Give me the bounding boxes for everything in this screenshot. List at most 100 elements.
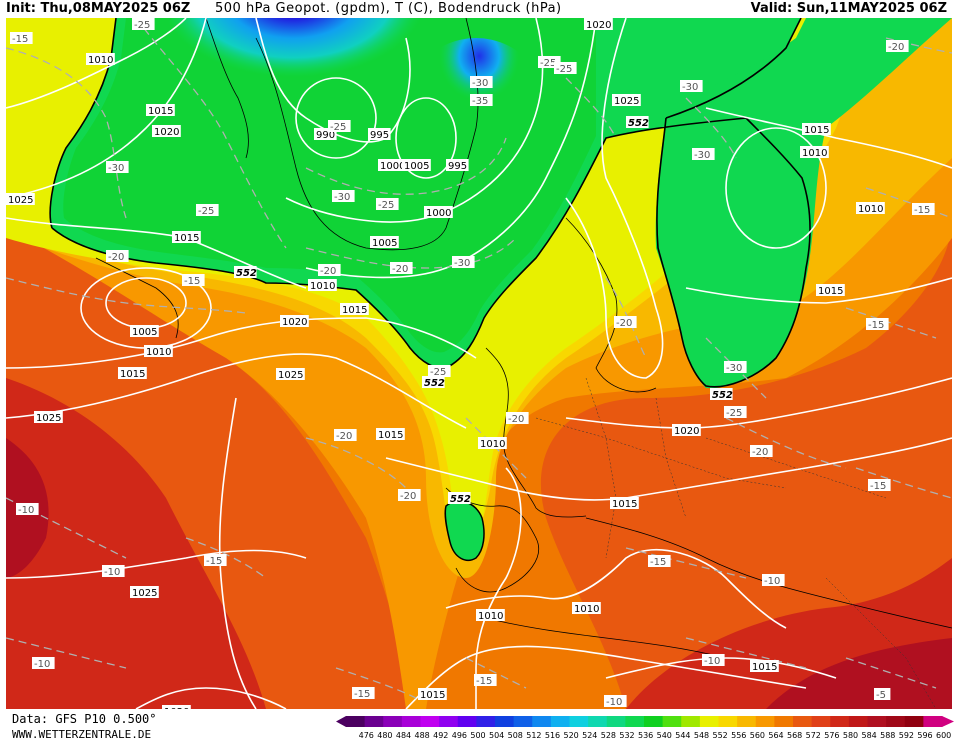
isobar-label: 1025 — [612, 94, 641, 107]
colorbar-swatch — [867, 716, 887, 727]
baffin-coast — [205, 18, 249, 159]
temp-label-bg — [376, 198, 399, 210]
colorbar-swatch — [718, 716, 738, 727]
colorbar-swatch — [737, 716, 757, 727]
forecast-map: 1010 1015 1020 1025 1015 1005 1010 1015 1025 990 9… — [6, 18, 952, 709]
isobar-label-bg — [612, 94, 641, 106]
temp-label: -10 — [604, 695, 627, 708]
colorbar-level-label: 556 — [731, 731, 746, 740]
temp-label-bg — [724, 406, 747, 418]
colorbar-level-label: 520 — [564, 731, 579, 740]
cutoff-low-iberia — [444, 500, 485, 562]
temp-label: -10 — [102, 565, 125, 578]
colorbar-level-label: 580 — [843, 731, 858, 740]
colorbar-swatch — [346, 716, 366, 727]
isobar-label: 1010 — [856, 202, 885, 215]
temp-label: -5 — [874, 688, 891, 701]
temp-label-bg — [474, 674, 497, 686]
iberia-coast — [445, 487, 539, 593]
isobar-label-bg — [610, 497, 639, 509]
temp-label: -15 — [648, 555, 671, 568]
colorbar-level-label: 564 — [768, 731, 783, 740]
temp-label-text: -15 — [12, 34, 28, 45]
colorbar-level-label: 584 — [862, 731, 877, 740]
temp-label-text: -15 — [650, 557, 666, 568]
colorbar-swatch — [830, 716, 850, 727]
isobar-label: 1010 — [572, 602, 601, 615]
temp-label-bg — [886, 40, 909, 52]
colorbar-level-label: 500 — [470, 731, 485, 740]
isobar-label-bg — [118, 367, 147, 379]
isobar-label-text: 1015 — [378, 430, 403, 441]
colorbar-swatch — [550, 716, 570, 727]
colorbar-swatch — [364, 716, 384, 727]
colorbar-swatch — [439, 716, 459, 727]
isobar-label-text: 1020 — [164, 707, 189, 709]
isobar-label-bg — [476, 609, 505, 621]
temp-label-text: -15 — [476, 676, 492, 687]
isobar-label-bg — [378, 159, 407, 171]
temp-label: -30 — [106, 161, 129, 174]
map-footer: Data: GFS P10 0.500° WWW.WETTERZENTRALE.… — [0, 709, 959, 741]
temp-label: -25 — [554, 62, 577, 75]
temp-label-bg — [762, 574, 785, 586]
isobar-label: 1020 — [152, 125, 181, 138]
colorbar-level-label: 540 — [657, 731, 672, 740]
isobar-label-text: 1010 — [480, 439, 505, 450]
colorbar-level-label: 512 — [526, 731, 541, 740]
colorbar-level-label: 532 — [619, 731, 634, 740]
temp-label-text: -15 — [206, 556, 222, 567]
temp-label: -10 — [762, 574, 785, 587]
temp-label-text: -10 — [704, 656, 720, 667]
geopot-label-bg — [626, 116, 649, 128]
isobar-label: 1020 — [162, 705, 191, 709]
temp-label-text: -10 — [764, 576, 780, 587]
isobar-label-text: 1015 — [120, 369, 145, 380]
temp-label-bg — [452, 256, 475, 268]
temp-label: -10 — [16, 503, 39, 516]
isobar-label-bg — [418, 688, 447, 700]
geopot-label: 552 — [626, 116, 649, 129]
colorbar-swatch — [644, 716, 664, 727]
isobar-label-text: 1020 — [154, 127, 179, 138]
isobar-label-bg — [144, 345, 173, 357]
temp-label-text: -25 — [726, 408, 742, 419]
colorbar-level-label: 516 — [545, 731, 560, 740]
geopot-label-text: 552 — [450, 494, 471, 505]
darkred-zone-se — [766, 638, 952, 709]
temp-label-text: -15 — [868, 320, 884, 331]
colorbar-level-label: 492 — [433, 731, 448, 740]
isobar-label-text: 1015 — [174, 233, 199, 244]
isobar-label: 1005 — [402, 159, 431, 172]
isobar-label: 1025 — [34, 411, 63, 424]
temp-label: -25 — [428, 365, 451, 378]
temp-label-bg — [318, 264, 341, 276]
temp-label-text: -30 — [694, 150, 710, 161]
colorbar-swatch — [923, 716, 943, 727]
temp-label: -30 — [452, 256, 475, 269]
temp-label-text: -15 — [354, 689, 370, 700]
colorbar-level-label: 552 — [713, 731, 728, 740]
temp-label-bg — [390, 262, 413, 274]
isobar-label-bg — [172, 231, 201, 243]
init-time: Init: Thu,08MAY2025 06Z — [6, 1, 191, 16]
isobar-label-bg — [802, 123, 831, 135]
temp-label-text: -10 — [18, 505, 34, 516]
geopot-label-bg — [448, 492, 471, 504]
isobar-label: 1015 — [118, 367, 147, 380]
isobar-label: 1015 — [172, 231, 201, 244]
isobar-label-text: 1020 — [674, 426, 699, 437]
geopot-label-text: 552 — [236, 268, 257, 279]
isobar-label-text: 990 — [316, 130, 335, 141]
isobar-label: 1010 — [476, 609, 505, 622]
geopot-label: 552 — [234, 266, 257, 279]
colorbar-swatch — [495, 716, 515, 727]
temp-label: -15 — [912, 203, 935, 216]
colorbar-swatch — [569, 716, 589, 727]
temp-label-text: -10 — [104, 567, 120, 578]
temp-label-bg — [506, 412, 529, 424]
map-header: Init: Thu,08MAY2025 06Z 500 hPa Geopot. … — [0, 0, 959, 18]
temp-label-bg — [10, 32, 33, 44]
colorbar-swatches — [336, 716, 954, 727]
